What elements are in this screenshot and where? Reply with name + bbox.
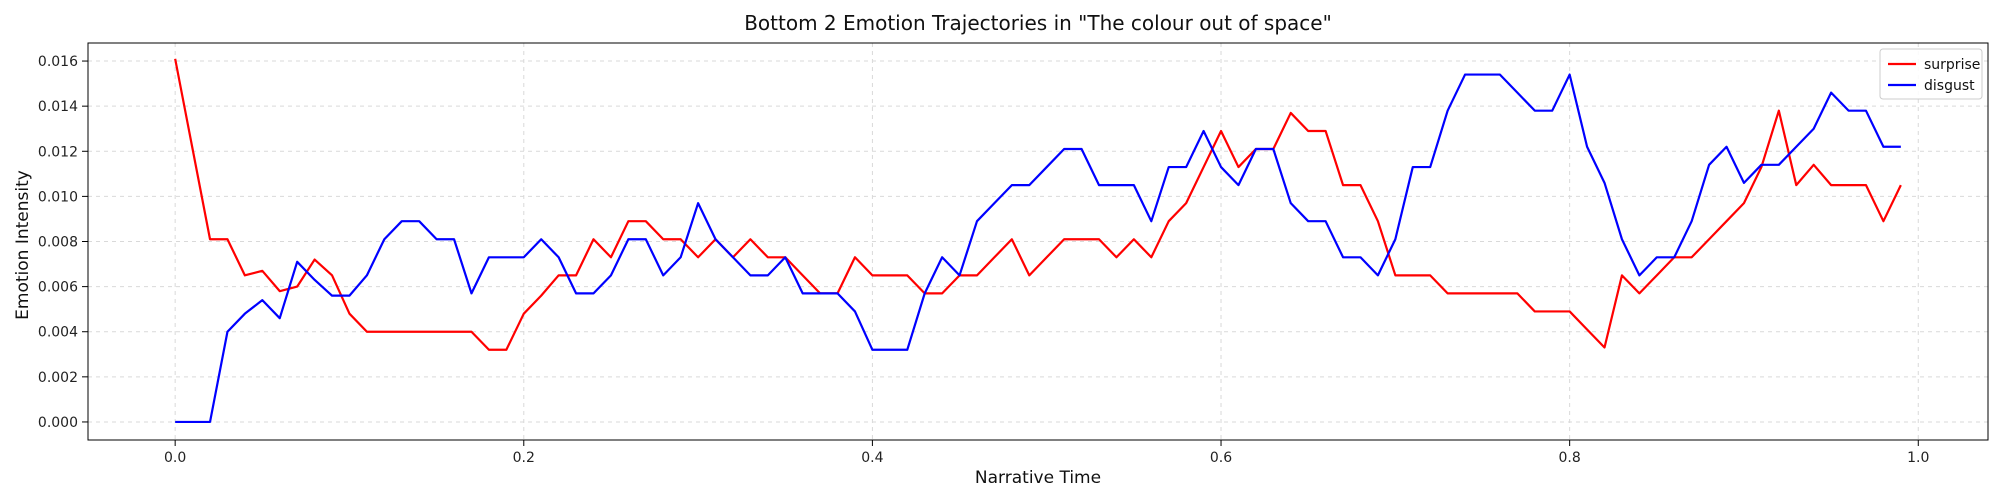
y-tick-label: 0.016 — [38, 54, 78, 70]
y-tick-label: 0.006 — [38, 280, 78, 296]
x-tick-label: 0.0 — [164, 450, 186, 466]
legend-box — [1879, 48, 1983, 100]
y-tick-label: 0.010 — [38, 189, 78, 205]
series-line-surprise — [174, 58, 1902, 351]
y-axis-label: Emotion Intensity — [13, 170, 33, 320]
x-tick-label: 1.0 — [1907, 450, 1929, 466]
x-tick-label: 0.8 — [1559, 450, 1581, 466]
y-tick-label: 0.004 — [38, 325, 78, 341]
x-axis-label: Narrative Time — [975, 468, 1101, 488]
x-tick-label: 0.4 — [861, 450, 883, 466]
chart-title: Bottom 2 Emotion Trajectories in "The co… — [744, 11, 1332, 35]
y-tick-label: 0.014 — [38, 99, 78, 115]
x-tick-label: 0.6 — [1210, 450, 1232, 466]
y-axis-ticks: 0.000 0.002 0.004 0.006 0.008 0.010 0.012 0.014… — [38, 54, 88, 431]
series-lines — [174, 58, 1902, 424]
grid-lines — [88, 43, 1988, 440]
legend-label-disgust: disgust — [1924, 78, 1975, 94]
y-tick-label: 0.000 — [38, 415, 78, 431]
legend: surprise disgust — [1879, 48, 1983, 100]
series-line-disgust — [175, 73, 1901, 424]
y-tick-label: 0.008 — [38, 235, 78, 251]
x-tick-label: 0.2 — [513, 450, 535, 466]
legend-label-surprise: surprise — [1924, 57, 1980, 73]
y-tick-label: 0.002 — [38, 370, 78, 386]
y-tick-label: 0.012 — [38, 144, 78, 160]
x-axis-ticks: 0.0 0.2 0.4 0.6 0.8 1.0 — [164, 440, 1929, 466]
